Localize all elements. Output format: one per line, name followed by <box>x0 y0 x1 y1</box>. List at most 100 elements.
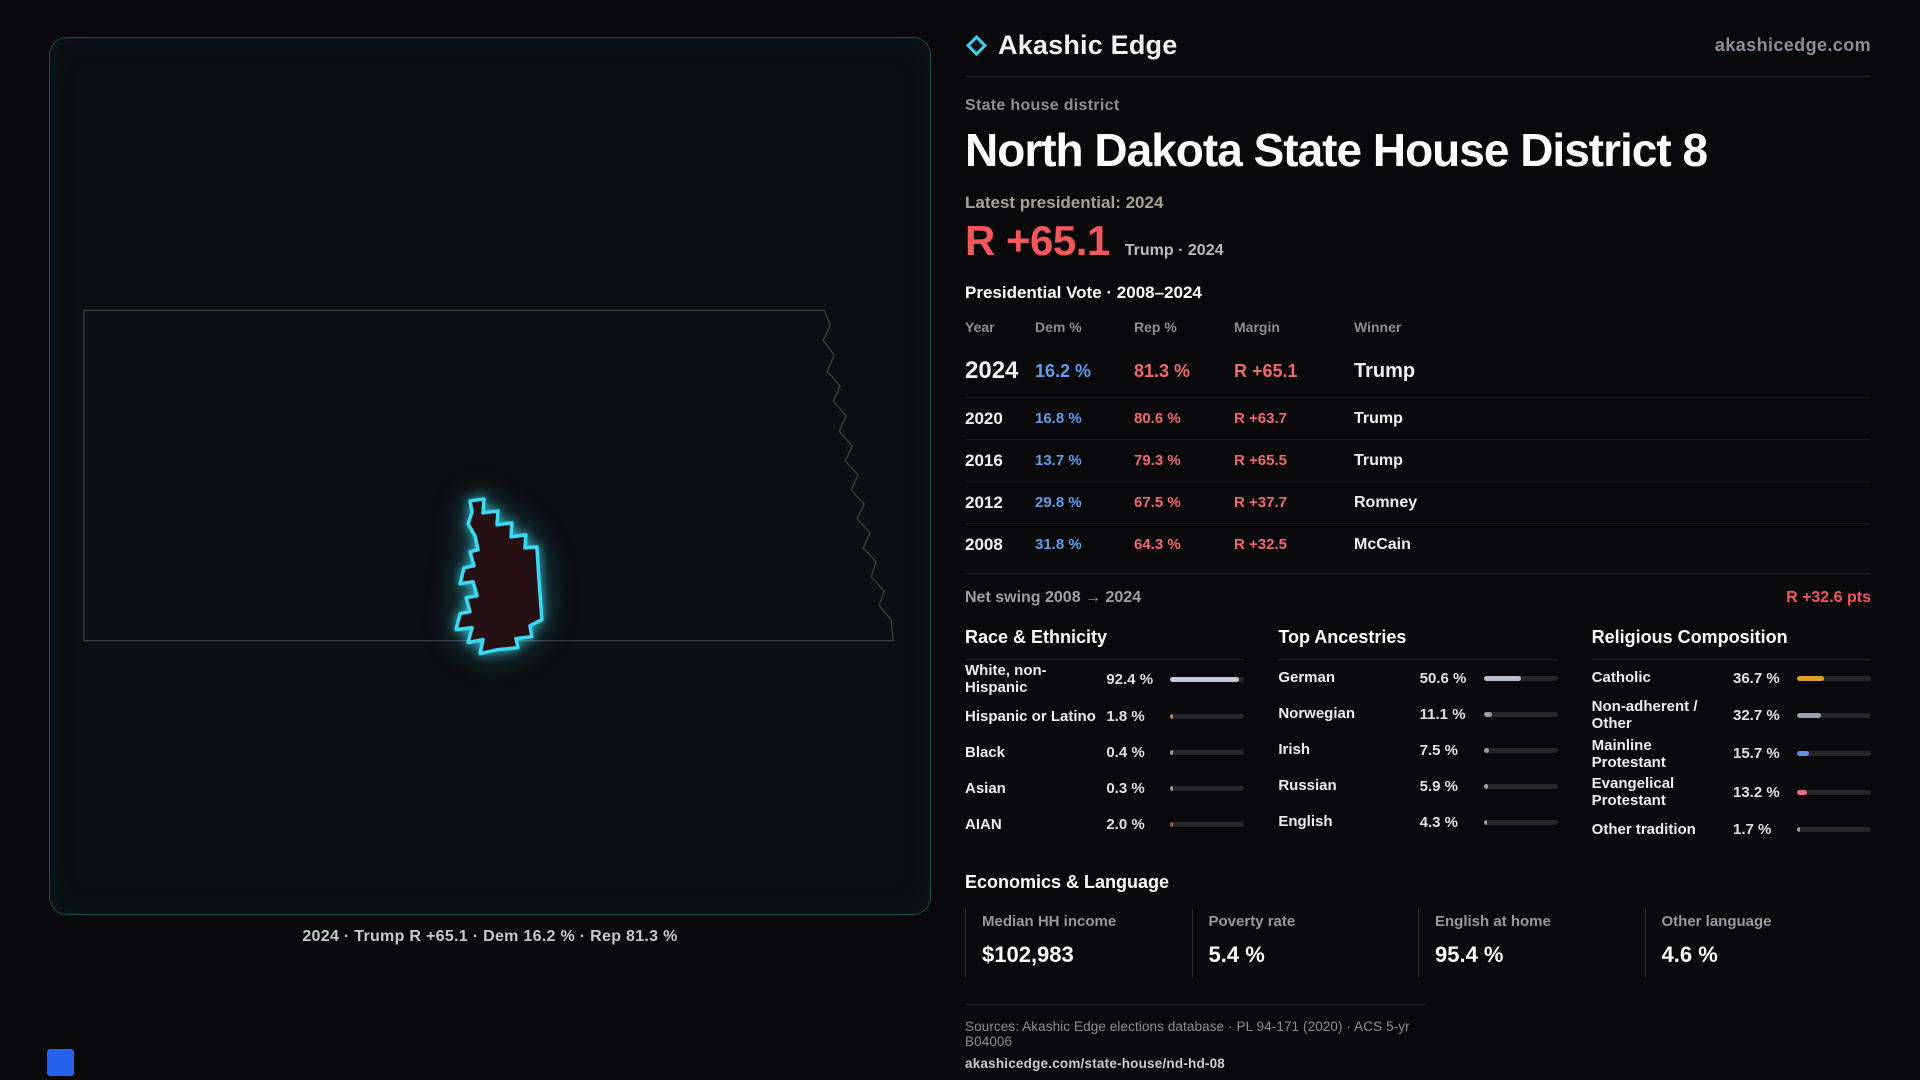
net-swing-label: Net swing 2008 → 2024 <box>965 589 1142 606</box>
stat-bar <box>1483 711 1558 717</box>
stat-bar <box>1483 747 1558 753</box>
stat-cell: Poverty rate 5.4 % <box>1191 908 1419 978</box>
stat-bar <box>1170 822 1245 827</box>
demo-row: Russian 5.9 % <box>1278 768 1558 804</box>
race-ethnicity-panel: Race & Ethnicity White, non-Hispanic 92.… <box>965 627 1245 843</box>
vote-margin: R +65.5 <box>1234 452 1287 469</box>
stat-bar <box>1483 783 1558 789</box>
vote-margin: R +65.1 <box>1234 360 1298 381</box>
demographics-section: Race & Ethnicity White, non-Hispanic 92.… <box>965 627 1871 848</box>
ancestries-panel: Top Ancestries German 50.6 % Norwegian 1… <box>1278 627 1558 840</box>
vote-winner: Trump <box>1354 451 1403 469</box>
vote-rep: 67.5 % <box>1134 494 1181 511</box>
vote-row-2020: 2020 16.8 % 80.6 % R +63.7 Trump <box>965 397 1871 439</box>
stat-bar <box>1170 714 1245 719</box>
col-winner: Winner <box>1354 319 1402 335</box>
demo-row: English 4.3 % <box>1278 804 1558 840</box>
vote-dem: 13.7 % <box>1035 452 1082 469</box>
demo-row: Norwegian 11.1 % <box>1278 696 1558 732</box>
demo-row: Non-adherent / Other 32.7 % <box>1592 696 1871 735</box>
stat-bar <box>1483 675 1558 681</box>
headline-margin-sub: Trump · 2024 <box>1124 242 1224 259</box>
brand-name: Akashic Edge <box>998 30 1178 60</box>
presidential-vote-table: Year Dem % Rep % Margin Winner 2024 16.2… <box>965 313 1871 565</box>
district-map-panel <box>49 37 931 915</box>
demo-row: German 50.6 % <box>1278 660 1558 696</box>
headline-margin-row: R +65.1 Trump · 2024 <box>965 217 1871 265</box>
vote-rep: 80.6 % <box>1134 410 1181 427</box>
stat-bar <box>1170 786 1245 791</box>
demo-row: White, non-Hispanic 92.4 % <box>965 660 1245 699</box>
stat-bar <box>1797 827 1871 832</box>
vote-dem: 31.8 % <box>1035 536 1082 553</box>
brand-diamond-icon <box>965 34 988 57</box>
vote-dem: 16.8 % <box>1035 410 1082 427</box>
demo-row: Hispanic or Latino 1.8 % <box>965 699 1245 735</box>
corner-blue-badge[interactable] <box>47 1049 74 1076</box>
vote-margin: R +32.5 <box>1234 536 1287 553</box>
demo-row: AIAN 2.0 % <box>965 807 1245 843</box>
vote-margin: R +63.7 <box>1234 410 1287 427</box>
vote-row-2008: 2008 31.8 % 64.3 % R +32.5 McCain <box>965 523 1871 565</box>
map-caption: 2024 · Trump R +65.1 · Dem 16.2 % · Rep … <box>302 928 678 945</box>
header: Akashic Edge akashicedge.com <box>965 30 1871 77</box>
demo-row: Irish 7.5 % <box>1278 732 1558 768</box>
district-type-label: State house district <box>965 97 1120 114</box>
demo-row: Asian 0.3 % <box>965 771 1245 807</box>
sources-line: Sources: Akashic Edge elections database… <box>965 1018 1410 1049</box>
stat-bar <box>1483 819 1558 825</box>
page-title: North Dakota State House District 8 <box>965 124 1708 176</box>
vote-winner: Trump <box>1354 359 1416 382</box>
vote-row-2012: 2012 29.8 % 67.5 % R +37.7 Romney <box>965 481 1871 523</box>
economics-title: Economics & Language <box>965 871 1170 892</box>
vote-dem: 29.8 % <box>1035 494 1082 511</box>
stat-bar <box>1797 675 1871 681</box>
demo-row: Catholic 36.7 % <box>1592 660 1871 696</box>
brand-site-link[interactable]: akashicedge.com <box>1714 35 1871 55</box>
stat-bar <box>1797 751 1871 757</box>
state-outline <box>83 309 894 642</box>
vote-row-2024: 2024 16.2 % 81.3 % R +65.1 Trump <box>965 345 1871 397</box>
latest-presidential-label: Latest presidential: 2024 <box>965 193 1164 212</box>
district-report: Akashic Edge akashicedge.com State house… <box>965 30 1871 1071</box>
north-dakota-map <box>83 309 894 656</box>
vote-table-header: Year Dem % Rep % Margin Winner <box>965 313 1871 345</box>
vote-row-2016: 2016 13.7 % 79.3 % R +65.5 Trump <box>965 439 1871 481</box>
vote-margin: R +37.7 <box>1234 494 1287 511</box>
vote-year: 2008 <box>965 534 1003 554</box>
economics-stats: Median HH income $102,983 Poverty rate 5… <box>965 908 1872 978</box>
district-8-shape[interactable] <box>454 497 544 656</box>
vote-rep: 64.3 % <box>1134 536 1181 553</box>
headline-margin-value: R +65.1 <box>965 217 1110 264</box>
vote-winner: McCain <box>1354 535 1411 553</box>
demo-row: Evangelical Protestant 13.2 % <box>1592 773 1871 812</box>
net-swing-value: R +32.6 pts <box>1786 589 1871 606</box>
stat-cell: Other language 4.6 % <box>1644 908 1872 978</box>
vote-table-title: Presidential Vote · 2008–2024 <box>965 283 1202 302</box>
net-swing-row: Net swing 2008 → 2024 R +32.6 pts <box>965 573 1871 607</box>
vote-rep: 79.3 % <box>1134 452 1181 469</box>
vote-winner: Romney <box>1354 493 1418 511</box>
stat-cell: English at home 95.4 % <box>1418 908 1645 978</box>
demo-row: Mainline Protestant 15.7 % <box>1592 735 1871 774</box>
ancestries-title: Top Ancestries <box>1278 627 1558 660</box>
stat-bar <box>1170 750 1245 755</box>
vote-year: 2020 <box>965 408 1003 428</box>
race-title: Race & Ethnicity <box>965 627 1245 660</box>
vote-rep: 81.3 % <box>1134 360 1191 381</box>
vote-dem: 16.2 % <box>1035 360 1092 381</box>
religion-panel: Religious Composition Catholic 36.7 % No… <box>1591 627 1871 848</box>
religion-title: Religious Composition <box>1591 627 1871 660</box>
demo-row: Other tradition 1.7 % <box>1592 812 1871 848</box>
vote-winner: Trump <box>1354 409 1403 427</box>
stat-bar <box>1797 789 1871 795</box>
col-year: Year <box>965 319 995 335</box>
permalink[interactable]: akashicedge.com/state-house/nd-hd-08 <box>965 1055 1226 1071</box>
col-rep: Rep % <box>1134 319 1177 335</box>
vote-year: 2016 <box>965 450 1003 470</box>
vote-year: 2012 <box>965 492 1003 512</box>
stat-bar <box>1797 712 1871 718</box>
demo-row: Black 0.4 % <box>965 735 1245 771</box>
stat-cell: Median HH income $102,983 <box>965 908 1192 978</box>
footer: Sources: Akashic Edge elections database… <box>965 1003 1425 1071</box>
